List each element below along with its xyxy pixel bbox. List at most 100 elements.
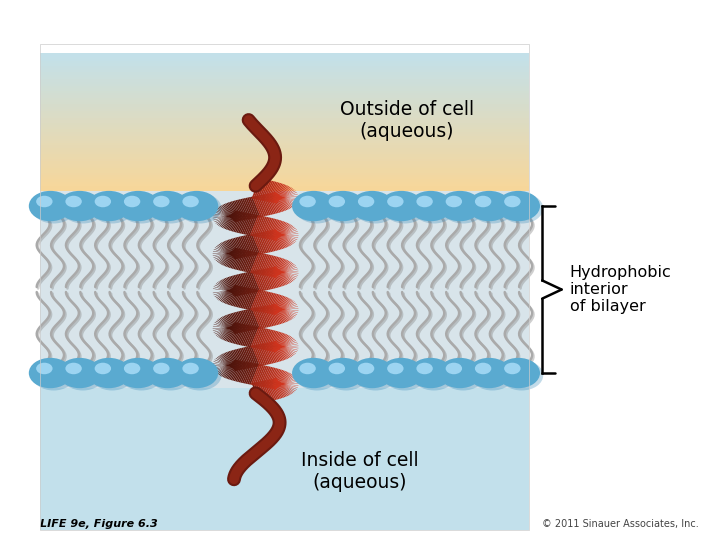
Bar: [40, 87, 529, 91]
Polygon shape: [269, 268, 280, 287]
Polygon shape: [240, 348, 250, 368]
Polygon shape: [253, 253, 264, 274]
Polygon shape: [265, 368, 276, 388]
Polygon shape: [264, 367, 274, 387]
Polygon shape: [248, 327, 258, 347]
Circle shape: [387, 363, 403, 374]
Polygon shape: [235, 200, 246, 220]
Circle shape: [91, 193, 134, 224]
Polygon shape: [213, 326, 238, 329]
Polygon shape: [238, 311, 248, 332]
Polygon shape: [230, 212, 242, 231]
Circle shape: [117, 191, 160, 221]
Polygon shape: [257, 270, 267, 291]
Polygon shape: [226, 240, 239, 259]
Polygon shape: [243, 235, 253, 256]
Polygon shape: [220, 211, 236, 227]
Polygon shape: [252, 308, 261, 329]
Polygon shape: [257, 233, 267, 253]
Bar: [40, 69, 529, 72]
Bar: [40, 124, 529, 127]
Circle shape: [32, 360, 76, 390]
Text: Inside of cell
(aqueous): Inside of cell (aqueous): [301, 451, 419, 492]
Polygon shape: [264, 293, 274, 313]
Circle shape: [145, 358, 189, 388]
Polygon shape: [217, 357, 236, 370]
Polygon shape: [258, 195, 267, 216]
Polygon shape: [273, 267, 286, 285]
Polygon shape: [266, 268, 277, 288]
Polygon shape: [221, 205, 236, 222]
Polygon shape: [218, 248, 236, 263]
Polygon shape: [216, 286, 237, 298]
Polygon shape: [232, 238, 243, 258]
Polygon shape: [274, 342, 296, 354]
Polygon shape: [257, 307, 267, 328]
Polygon shape: [238, 325, 248, 345]
Polygon shape: [274, 261, 289, 278]
Bar: [40, 44, 529, 530]
Polygon shape: [223, 279, 238, 296]
Polygon shape: [260, 180, 270, 200]
Polygon shape: [245, 252, 255, 272]
Polygon shape: [253, 271, 264, 291]
Polygon shape: [271, 184, 283, 202]
Polygon shape: [212, 215, 238, 217]
Polygon shape: [214, 324, 238, 331]
Polygon shape: [271, 379, 283, 399]
Bar: [40, 117, 529, 120]
Polygon shape: [238, 287, 248, 308]
Polygon shape: [266, 181, 276, 201]
Polygon shape: [232, 286, 243, 306]
Circle shape: [351, 358, 394, 388]
Polygon shape: [238, 362, 249, 382]
Polygon shape: [273, 269, 298, 274]
Polygon shape: [221, 285, 236, 302]
Polygon shape: [255, 216, 265, 237]
Polygon shape: [274, 342, 297, 350]
Polygon shape: [217, 320, 236, 333]
Polygon shape: [241, 213, 251, 234]
Polygon shape: [224, 204, 238, 222]
Circle shape: [467, 191, 510, 221]
Polygon shape: [274, 379, 294, 392]
Circle shape: [446, 363, 462, 374]
Circle shape: [354, 193, 397, 224]
Polygon shape: [238, 348, 248, 369]
Polygon shape: [266, 368, 277, 388]
Polygon shape: [213, 363, 238, 368]
Text: Outside of cell
(aqueous): Outside of cell (aqueous): [340, 99, 474, 140]
Polygon shape: [266, 294, 277, 313]
Polygon shape: [274, 298, 289, 315]
Polygon shape: [238, 250, 248, 271]
Polygon shape: [234, 200, 245, 220]
Polygon shape: [251, 289, 260, 310]
Circle shape: [379, 358, 423, 388]
Polygon shape: [226, 323, 239, 342]
Circle shape: [292, 358, 336, 388]
Polygon shape: [248, 289, 258, 310]
Polygon shape: [247, 289, 257, 310]
Polygon shape: [224, 360, 238, 378]
Bar: [40, 110, 529, 113]
Polygon shape: [247, 272, 257, 293]
Polygon shape: [243, 288, 253, 309]
Polygon shape: [255, 382, 265, 403]
Polygon shape: [259, 366, 269, 387]
Polygon shape: [266, 219, 276, 239]
Polygon shape: [252, 327, 262, 348]
Bar: [40, 142, 529, 145]
Bar: [40, 165, 529, 168]
Polygon shape: [274, 339, 295, 352]
Bar: [40, 153, 529, 157]
Polygon shape: [245, 272, 255, 293]
Polygon shape: [216, 321, 237, 333]
Polygon shape: [271, 305, 283, 323]
Polygon shape: [219, 207, 236, 222]
Polygon shape: [275, 192, 291, 208]
Polygon shape: [266, 380, 276, 400]
Circle shape: [497, 358, 540, 388]
Circle shape: [387, 195, 403, 207]
Polygon shape: [256, 291, 266, 312]
Polygon shape: [251, 197, 261, 217]
